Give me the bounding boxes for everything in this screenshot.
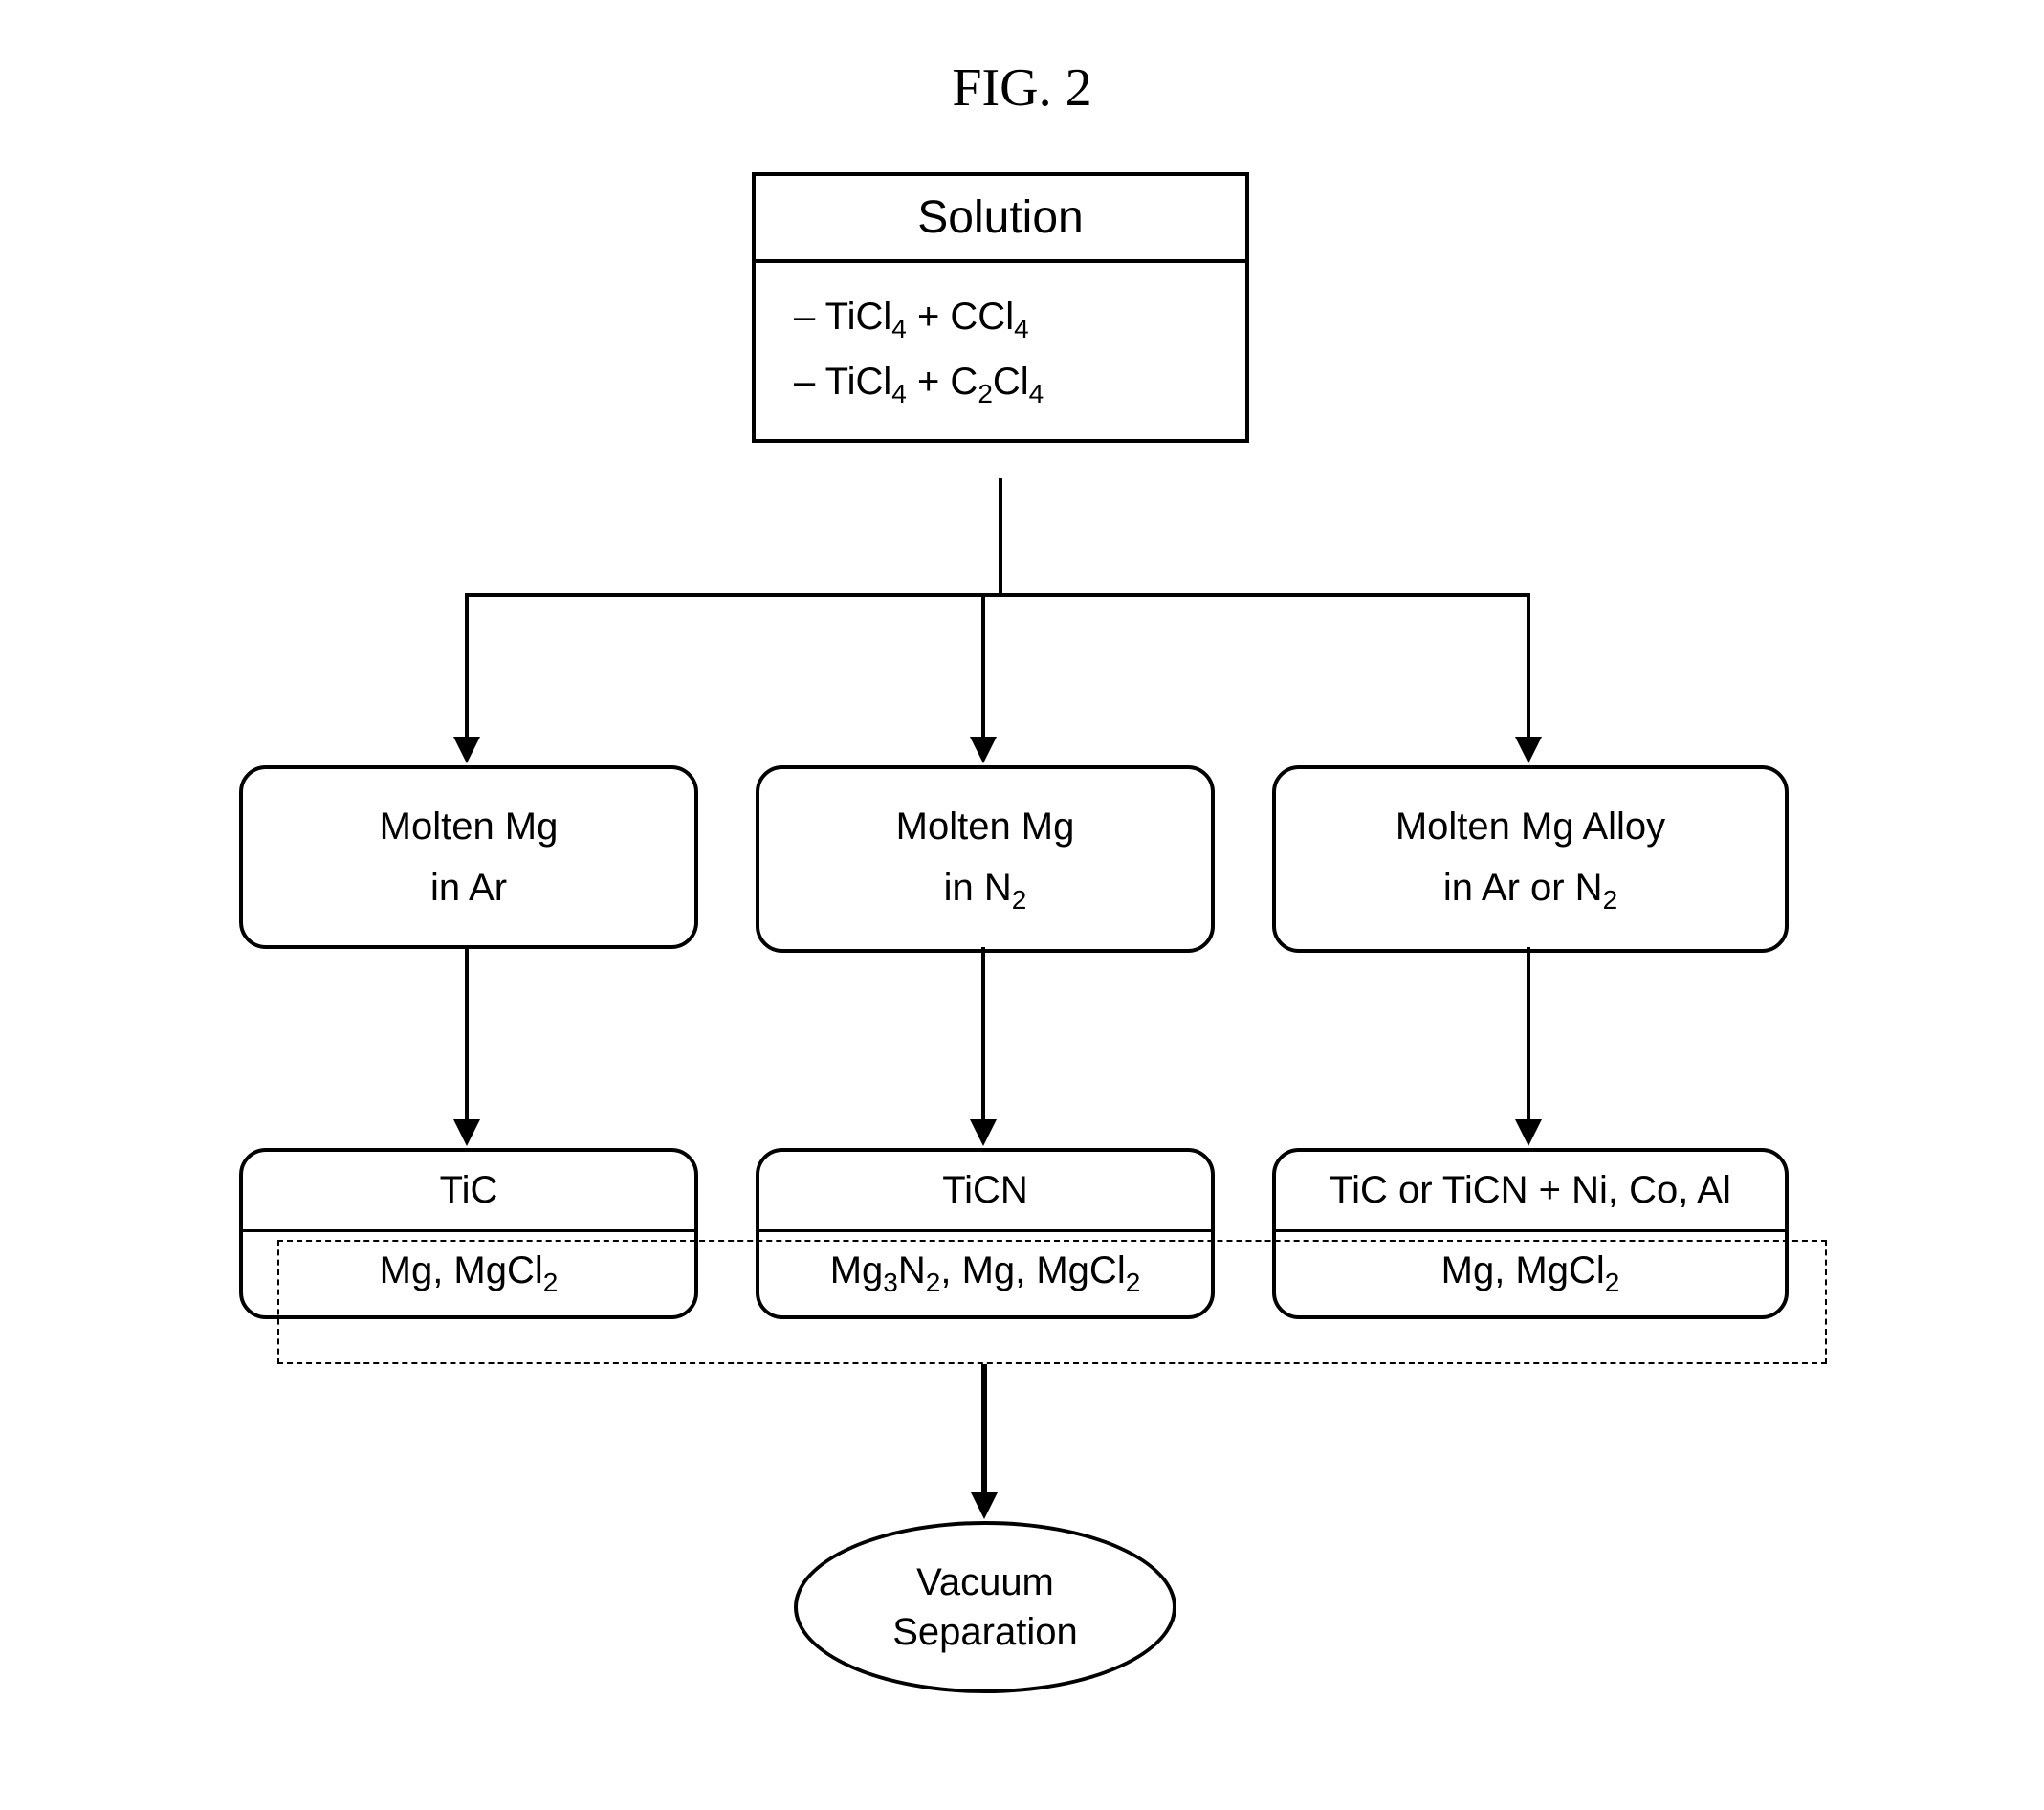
arrow-right-down (1527, 593, 1530, 737)
arrow-m1-p1 (465, 947, 469, 1119)
arrow-m3-p3-head (1515, 1119, 1542, 1146)
solution-box: Solution – TiCl4 + CCl4 – TiCl4 + C2Cl4 (752, 172, 1249, 443)
solution-header: Solution (756, 176, 1245, 263)
arrow-mid-head (970, 737, 997, 763)
dashed-group-box (277, 1240, 1827, 1364)
arrow-horizontal-branch (465, 593, 1530, 597)
arrow-left-down (465, 593, 469, 737)
molten-box-2: Molten Mg in N2 (756, 765, 1215, 953)
figure-title: FIG. 2 (952, 57, 1091, 119)
arrow-mid-down (981, 593, 985, 737)
solution-line1: – TiCl4 + CCl4 (794, 286, 1207, 351)
arrow-left-head (453, 737, 480, 763)
arrow-to-ellipse (981, 1364, 987, 1492)
solution-line2: – TiCl4 + C2Cl4 (794, 351, 1207, 416)
arrow-solution-down (999, 478, 1002, 593)
arrow-m3-p3 (1527, 947, 1530, 1119)
arrow-right-head (1515, 737, 1542, 763)
arrow-m2-p2-head (970, 1119, 997, 1146)
arrow-to-ellipse-head (971, 1492, 998, 1519)
arrow-m2-p2 (981, 947, 985, 1119)
vacuum-separation-ellipse: Vacuum Separation (794, 1521, 1176, 1693)
solution-body: – TiCl4 + CCl4 – TiCl4 + C2Cl4 (756, 263, 1245, 439)
molten-box-1: Molten Mg in Ar (239, 765, 698, 949)
molten-box-3: Molten Mg Alloy in Ar or N2 (1272, 765, 1789, 953)
arrow-m1-p1-head (453, 1119, 480, 1146)
